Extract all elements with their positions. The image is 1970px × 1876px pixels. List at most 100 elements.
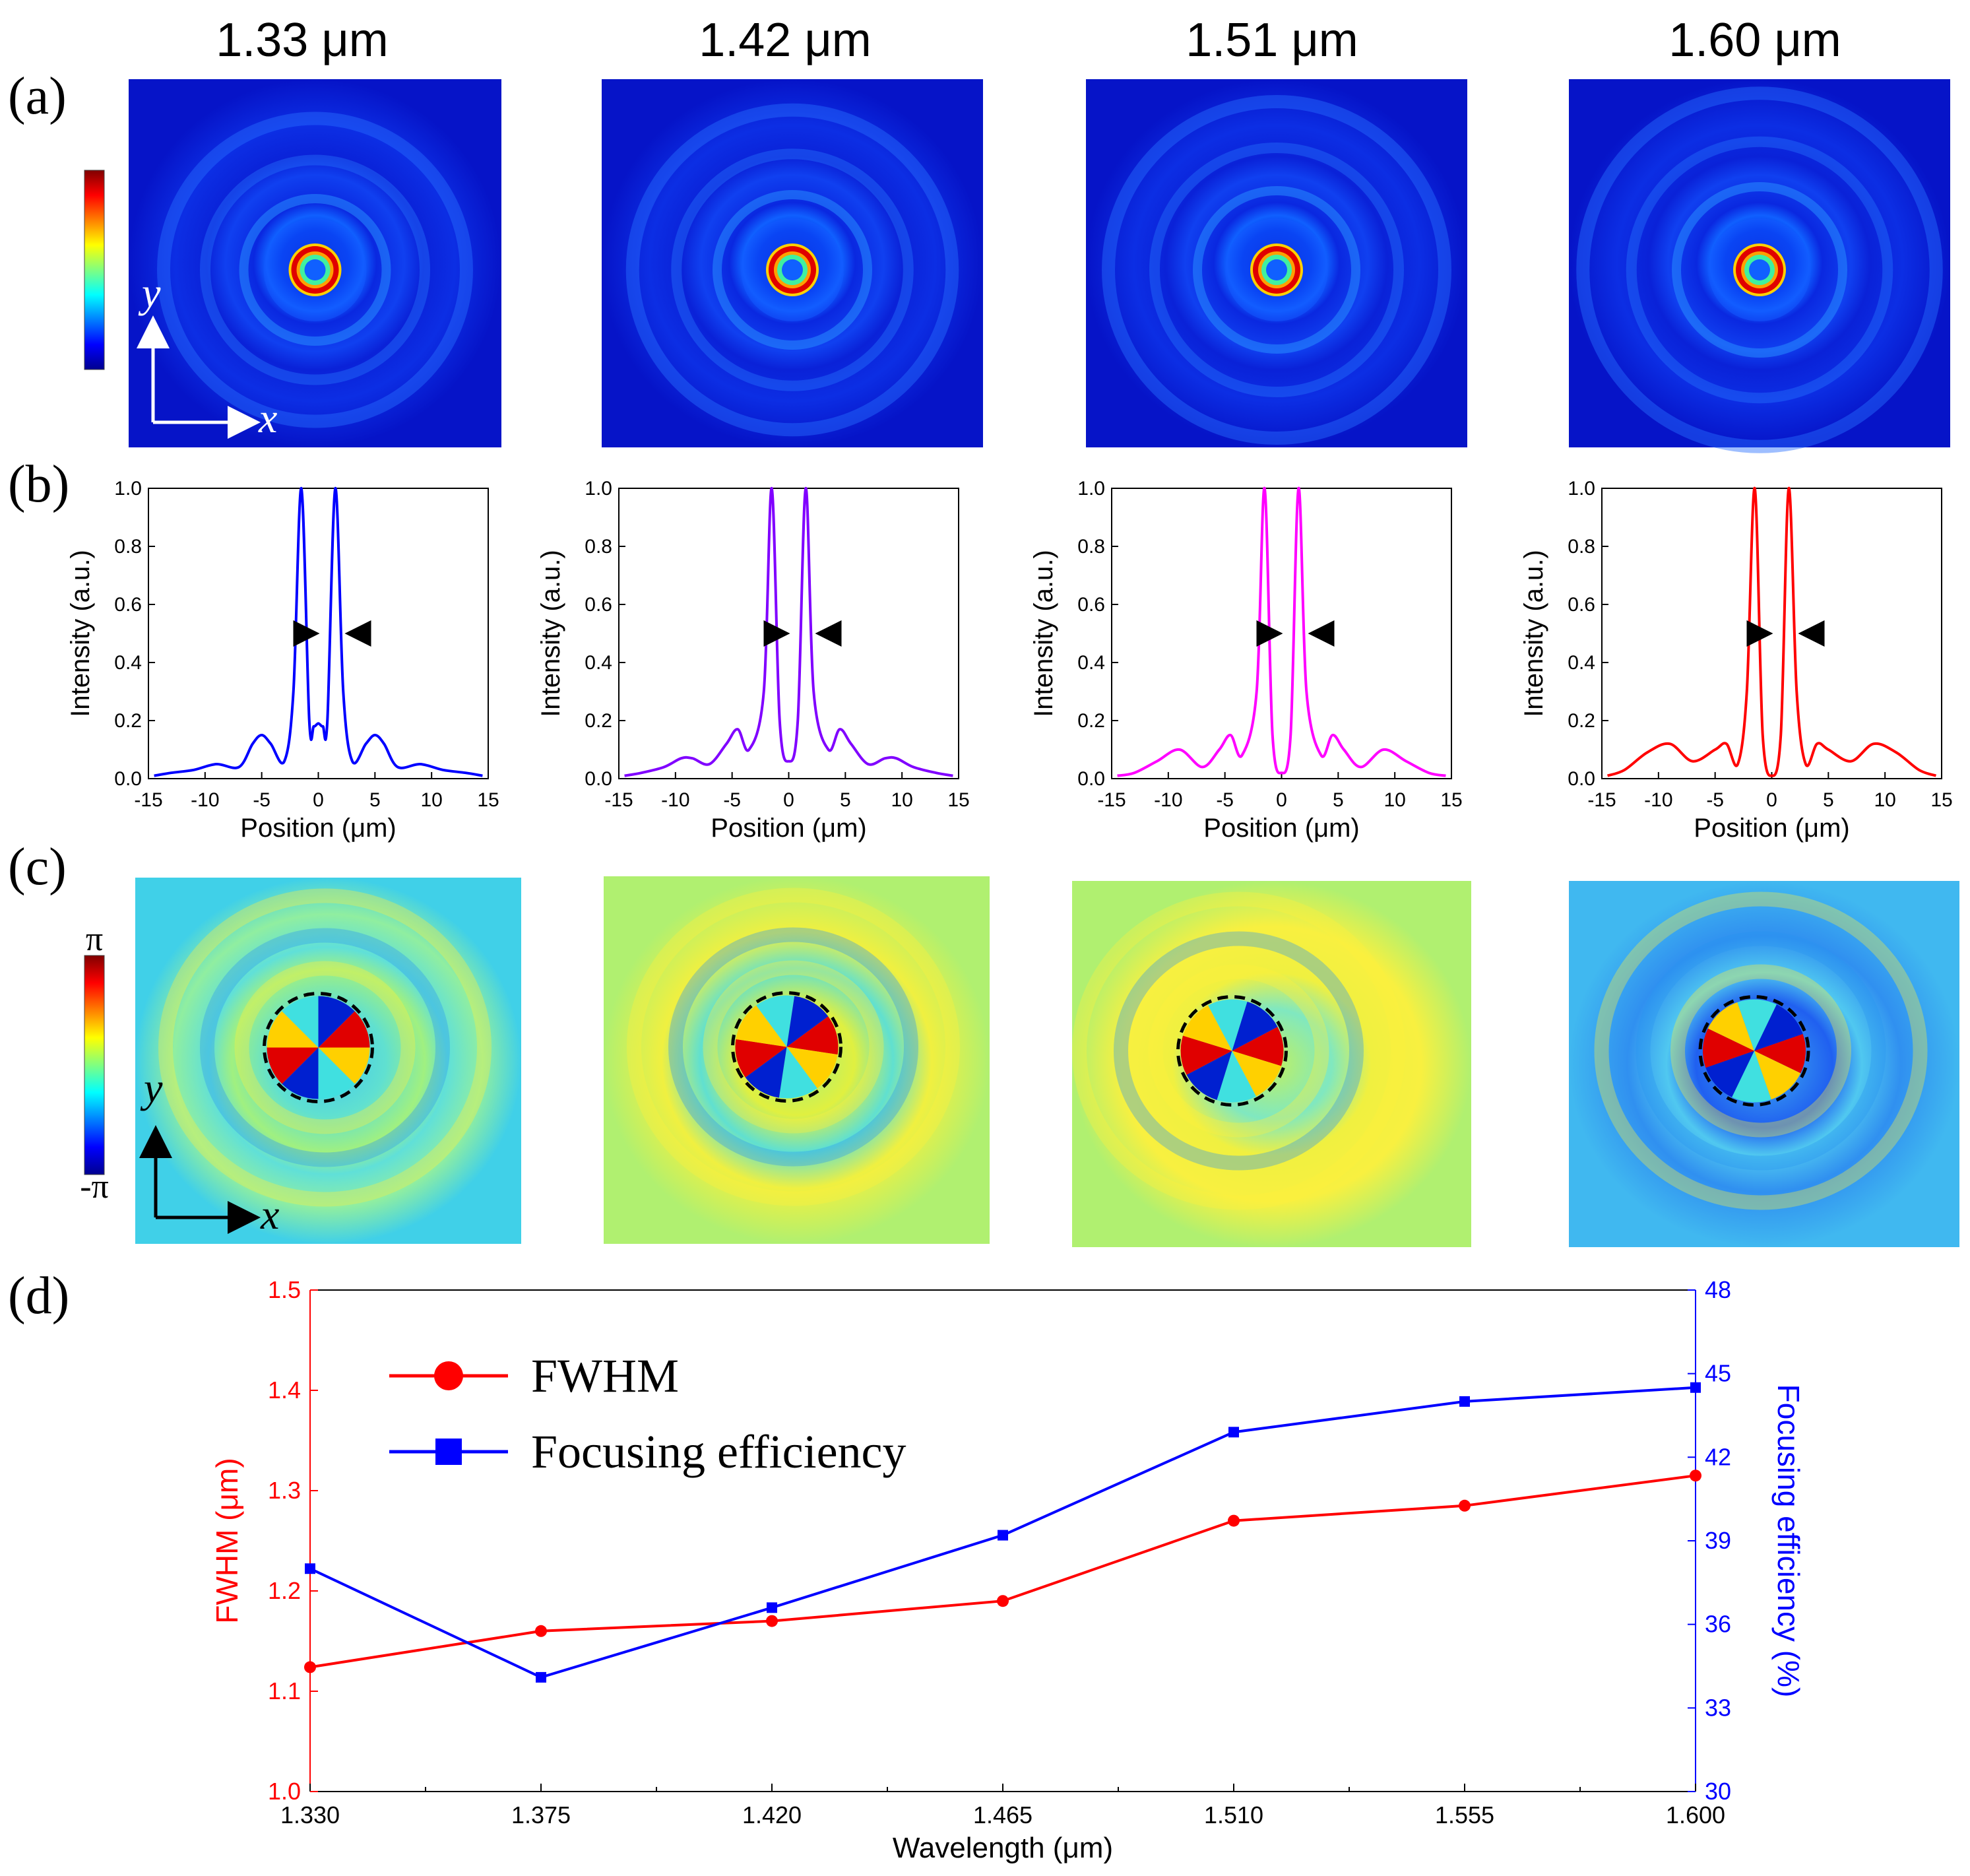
- x-tick-label: -15: [1587, 789, 1616, 811]
- phase-vortex-sector: [318, 996, 355, 1048]
- y-tick-label: 1.0: [1568, 478, 1595, 500]
- phase-ring: [158, 888, 492, 1207]
- phase-ring: [703, 960, 884, 1134]
- phase-vortex-sector: [786, 1047, 838, 1089]
- x-tick-label: -15: [1097, 789, 1126, 811]
- phase-vortex-sector: [318, 1047, 370, 1084]
- y-tick-label: 0.4: [114, 652, 142, 674]
- x-tick-label: 10: [891, 789, 912, 811]
- phase-ring: [1636, 931, 1886, 1171]
- phase-vortex-sector: [1754, 1004, 1803, 1051]
- right-y-tick-label: 39: [1705, 1527, 1731, 1554]
- intensity-side-lobe-ring: [671, 148, 914, 391]
- phase-vortex-dashed-circle: [1176, 995, 1288, 1107]
- right-y-tick-label: 33: [1705, 1694, 1731, 1721]
- right-y-tick-label: 30: [1705, 1778, 1731, 1805]
- phase-ring: [1114, 931, 1364, 1171]
- y-axis-label: Intensity (a.u.): [536, 550, 565, 717]
- phase-vortex-dashed-circle: [263, 992, 374, 1103]
- left-y-tick-label: 1.0: [268, 1778, 301, 1805]
- intensity-side-lobe-ring: [625, 103, 959, 437]
- x-tick-label: 1.420: [742, 1801, 802, 1828]
- phase-ring: [668, 927, 918, 1167]
- y-tick-label: 1.0: [585, 478, 612, 500]
- right-y-tick-label: 42: [1705, 1443, 1731, 1470]
- x-tick-label: 15: [477, 789, 499, 811]
- intensity-center-dark: [304, 259, 326, 280]
- phase-vortex-sector: [1754, 1033, 1806, 1074]
- phase-vortex-sector: [282, 1047, 319, 1099]
- phase-vortex-sector: [786, 996, 829, 1047]
- fwhm-efficiency-chart: 1.330 1.375 1.420 1.465 1.510 1.555 1.600Wavel…: [210, 1276, 1806, 1864]
- efficiency-data-point: [767, 1602, 777, 1613]
- fwhm-data-point: [1228, 1514, 1240, 1527]
- x-axis-label: Position (μm): [711, 814, 866, 843]
- x-tick-label: -10: [191, 789, 219, 811]
- phase-vortex-sector: [1705, 1051, 1754, 1097]
- y-tick-label: 0.8: [114, 536, 142, 558]
- plot-frame: [618, 488, 959, 779]
- x-tick-label: 1.465: [973, 1801, 1033, 1828]
- phase-vortex-sector: [282, 996, 319, 1048]
- phase-vortex-sector: [745, 1047, 787, 1098]
- intensity-map-3: [1086, 79, 1467, 447]
- x-tick-label: 1.600: [1666, 1801, 1725, 1828]
- y-axis-label: Intensity (a.u.): [1519, 550, 1548, 717]
- intensity-side-lobe-ring: [1672, 182, 1847, 358]
- profile-plot-4: -15 -10 -5 0 5 10 15 0.0 0.2 0.4 0.6 0.8 1.0 Position…: [1519, 478, 1953, 843]
- intensity-colorbar-max: Max: [81, 149, 108, 166]
- intensity-side-lobe-ring: [1193, 186, 1360, 354]
- intensity-center-dark: [1266, 259, 1287, 280]
- profile-series-line: [154, 486, 483, 777]
- legend-efficiency-label: Focusing efficiency: [531, 1425, 906, 1478]
- intensity-map-1: [129, 79, 501, 447]
- right-y-tick-label: 45: [1705, 1360, 1731, 1387]
- phase-vortex-sector: [1732, 1051, 1771, 1103]
- x-tick-label: -15: [134, 789, 162, 811]
- fwhm-data-point: [1690, 1470, 1701, 1482]
- y-tick-label: 0.2: [585, 710, 612, 732]
- phase-colorbar-max: π: [86, 921, 103, 958]
- x-tick-label: -5: [1706, 789, 1724, 811]
- plot-frame: [1601, 488, 1942, 779]
- intensity-side-lobe-ring: [1576, 86, 1943, 453]
- x-tick-label: 15: [1440, 789, 1462, 811]
- phase-map-4: [1569, 881, 1959, 1247]
- profile-plot-3: -15 -10 -5 0 5 10 15 0.0 0.2 0.4 0.6 0.8 1.0 Position…: [1029, 478, 1463, 843]
- phase-ring: [1594, 891, 1928, 1210]
- profile-plot-2: -15 -10 -5 0 5 10 15 0.0 0.2 0.4 0.6 0.8 1.0 Position…: [536, 478, 970, 843]
- right-y-tick-label: 36: [1705, 1611, 1731, 1638]
- y-tick-label: 1.0: [114, 478, 142, 500]
- intensity-side-lobe-ring: [1626, 136, 1893, 404]
- plot-frame: [148, 488, 489, 779]
- efficiency-data-point: [1690, 1382, 1701, 1393]
- y-tick-label: 0.2: [114, 710, 142, 732]
- y-tick-label: 0.2: [1568, 710, 1595, 732]
- x-tick-label: 15: [947, 789, 969, 811]
- phase-colorbar-min: -π: [80, 1168, 109, 1206]
- x-tick-label: 15: [1930, 789, 1952, 811]
- y-tick-label: 0.0: [1568, 768, 1595, 790]
- profile-series-line: [624, 486, 953, 777]
- y-tick-label: 0.2: [1077, 710, 1105, 732]
- phase-vortex-sector: [1754, 1051, 1801, 1100]
- y-tick-label: 0.4: [585, 652, 612, 674]
- fwhm-data-point: [304, 1661, 316, 1673]
- x-axis-label: Position (μm): [1203, 814, 1359, 843]
- phase-ring: [200, 928, 450, 1167]
- phase-vortex-sector: [1217, 1051, 1256, 1103]
- plot-frame: [1111, 488, 1452, 779]
- phase-ring: [234, 961, 416, 1134]
- y-tick-label: 0.6: [1077, 594, 1105, 616]
- fwhm-data-point: [766, 1615, 778, 1627]
- efficiency-data-point: [536, 1671, 546, 1683]
- intensity-profile-plots: -15 -10 -5 0 5 10 15 0.0 0.2 0.4 0.6 0.8 1.0 Position…: [66, 478, 1953, 843]
- intensity-colorbar-min: Min: [82, 376, 107, 393]
- phase-colorbar: [84, 955, 105, 1175]
- phase-vortex-sector: [267, 1011, 319, 1048]
- wavelength-title-2: 1.42 μm: [699, 14, 872, 67]
- x-tick-label: 0: [313, 789, 324, 811]
- y-axis-glyph-a: y: [138, 269, 161, 316]
- intensity-colorbar: [84, 170, 105, 370]
